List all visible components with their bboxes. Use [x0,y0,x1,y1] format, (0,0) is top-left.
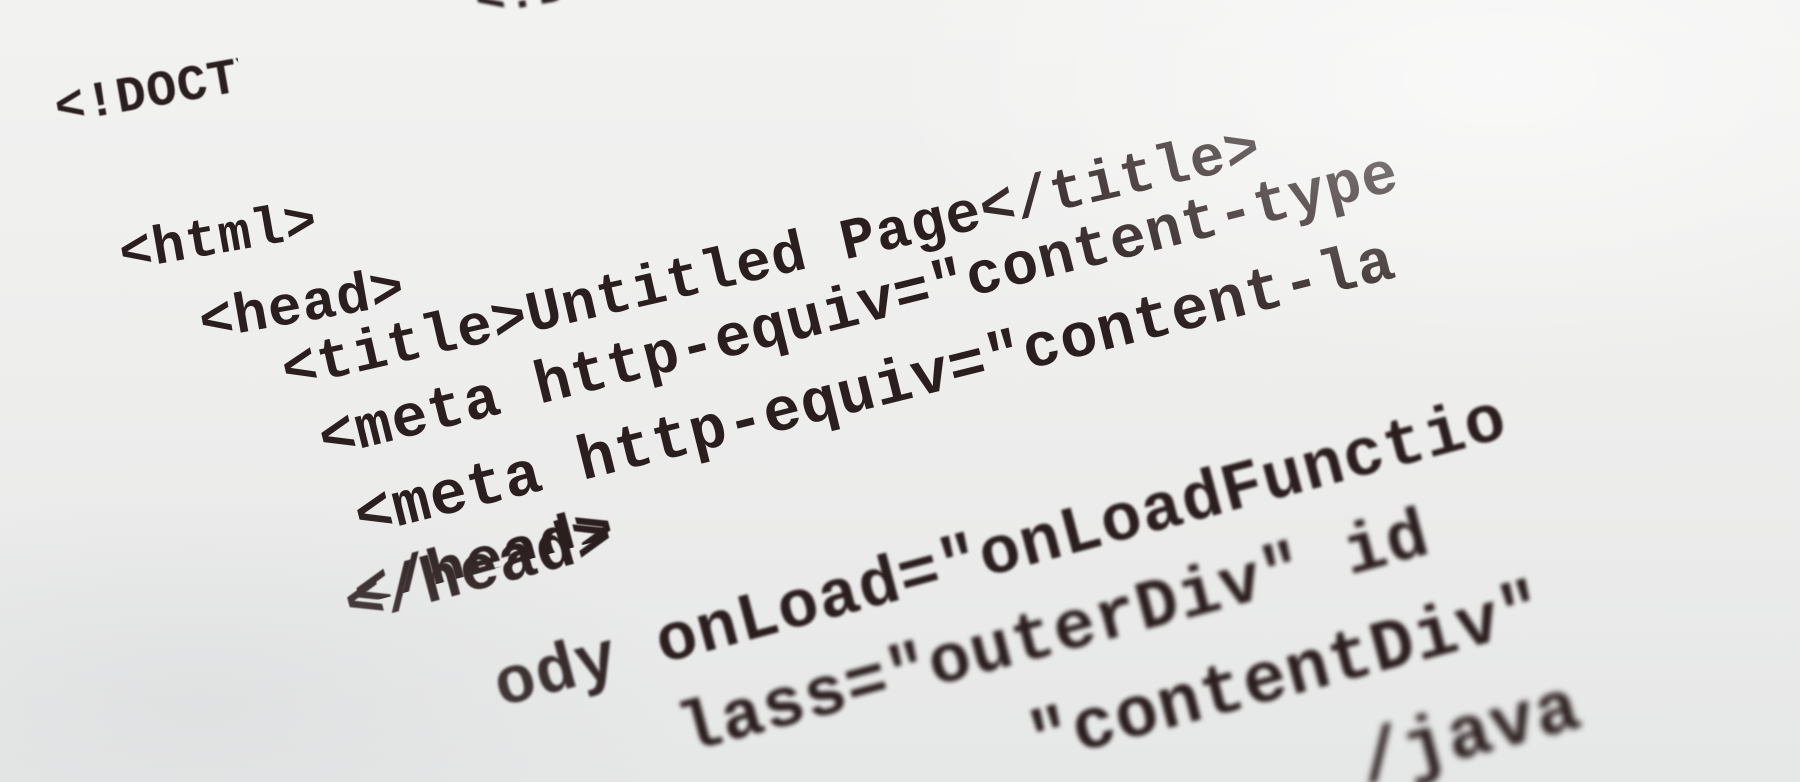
code-line-html-open: <html> [114,192,323,287]
code-line-doctype: <!DOCTYPE HTML P [50,0,550,139]
code-line-doctype-top: <!DOCTYPE HTML P [471,0,968,31]
